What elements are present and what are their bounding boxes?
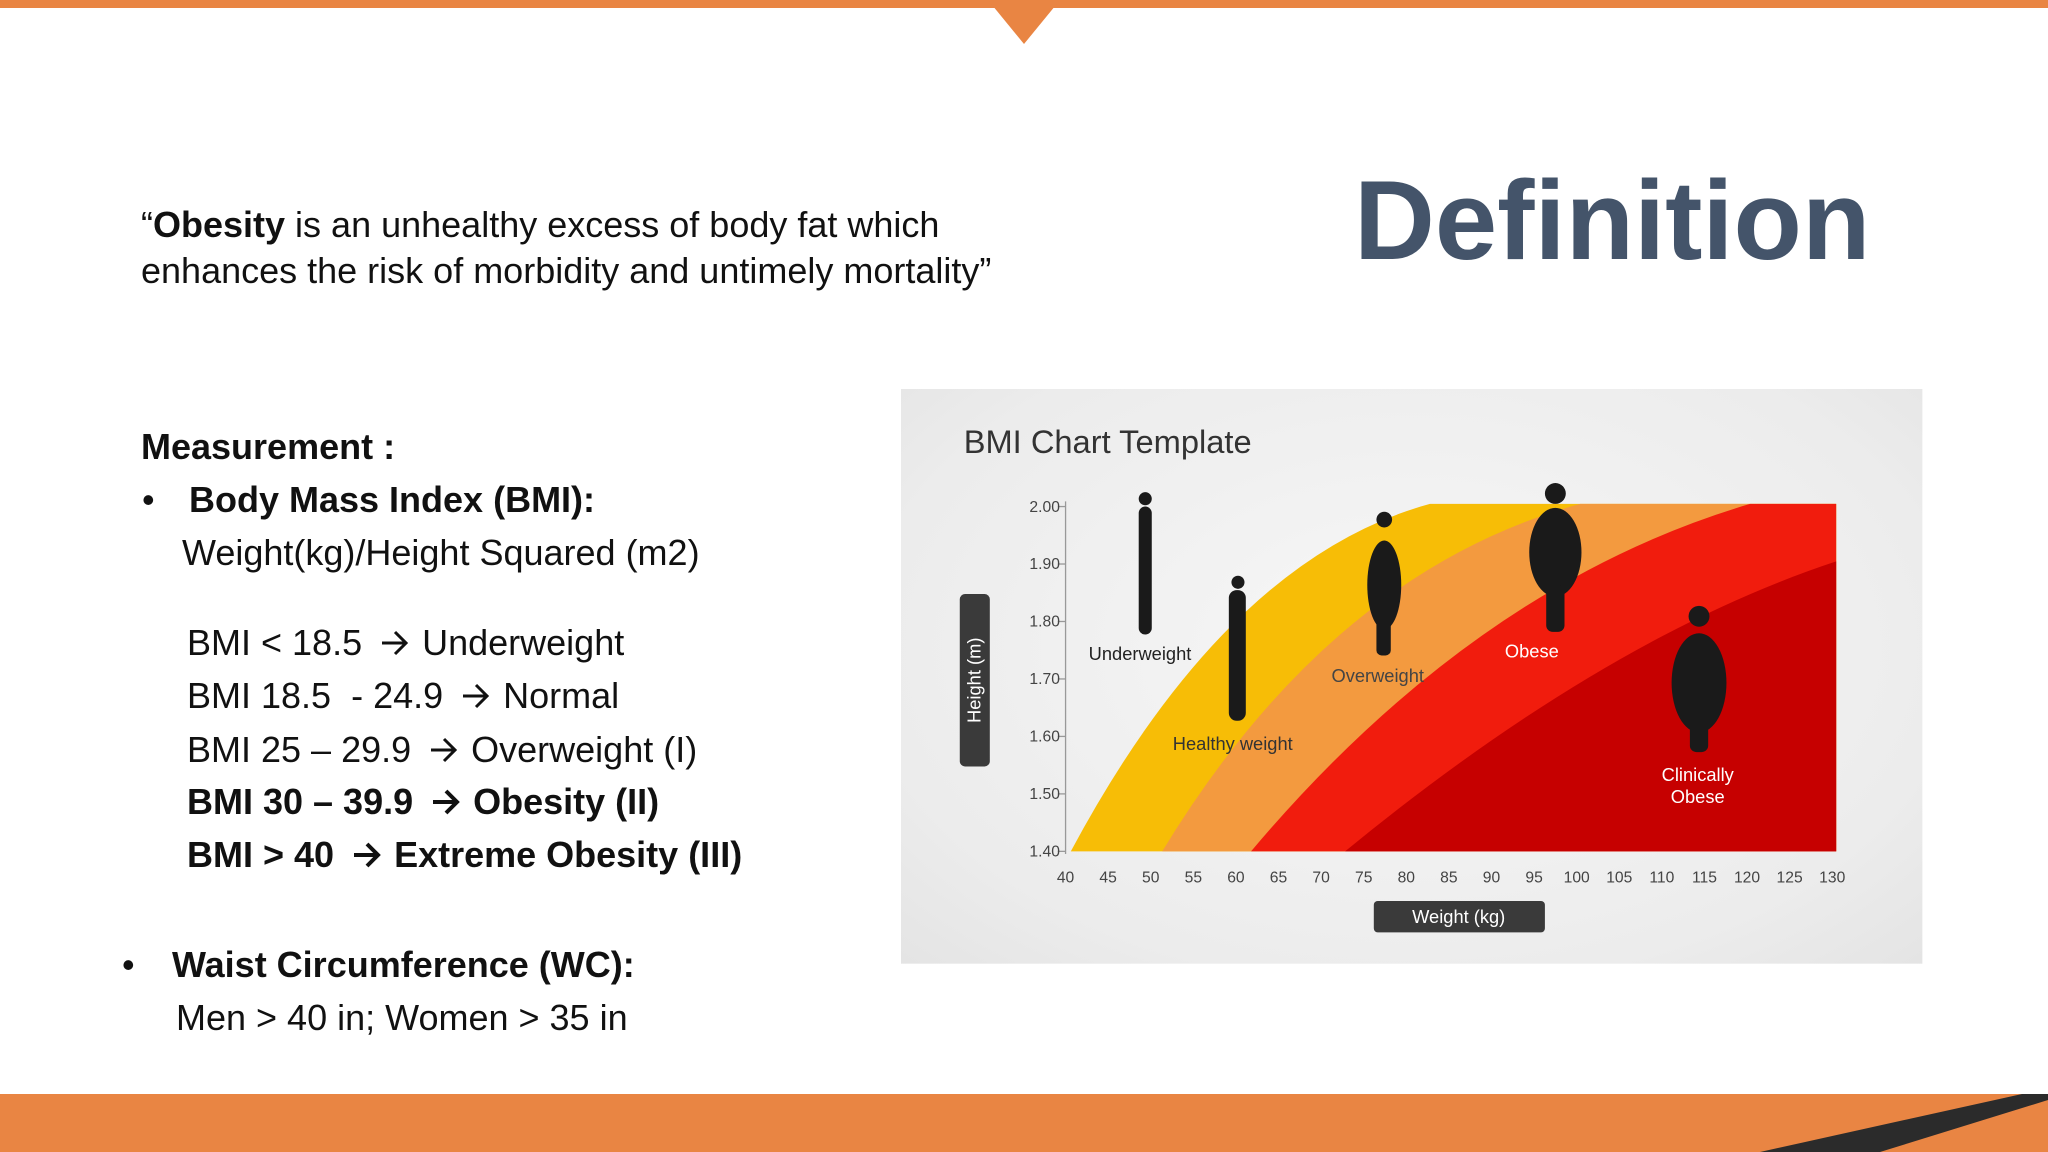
bmi-class: Overweight (I) — [471, 729, 698, 770]
quote-open: “ — [141, 204, 153, 245]
bmi-chart: BMI Chart Template Height (m) Weight (kg… — [901, 389, 1923, 964]
category-label: Underweight — [1088, 643, 1192, 664]
category-label: Healthy weight — [1172, 733, 1293, 755]
quote-term: Obesity — [153, 204, 286, 245]
x-label-pill — [1373, 900, 1545, 933]
top-notch — [988, 0, 1060, 44]
arrow — [382, 630, 409, 656]
y-tick-label: 1.60 — [1029, 727, 1060, 746]
x-tick-label: 60 — [1227, 868, 1245, 887]
x-tick-label: 105 — [1606, 868, 1633, 887]
y-tick-label: 1.50 — [1029, 784, 1060, 804]
bmi-formula: Weight(kg)/Height Squared (m2) — [182, 532, 700, 573]
x-tick-label: 55 — [1184, 868, 1203, 887]
x-tick-label: 85 — [1440, 868, 1458, 887]
arrow — [463, 683, 490, 709]
bmi-class: Normal — [503, 675, 620, 716]
chart-graphic — [959, 483, 1837, 933]
bmi-class: Obesity (II) — [473, 781, 660, 822]
category-label: Obese — [1504, 640, 1559, 662]
waist-criteria: Men > 40 in; Women > 35 in — [176, 997, 628, 1038]
x-tick-label: 125 — [1776, 868, 1803, 887]
bmi-range: BMI > 40 — [187, 834, 335, 875]
arrow — [433, 789, 460, 815]
bmi-class: Underweight — [422, 622, 625, 663]
bmi-heading: Body Mass Index (BMI): — [189, 479, 596, 520]
bmi-range: BMI < 18.5 — [187, 622, 363, 663]
x-tick-label: 70 — [1312, 868, 1330, 887]
chart-title: BMI Chart Template — [963, 424, 1252, 461]
band-dark-red — [1345, 561, 1837, 852]
measurement-heading: Measurement : — [141, 426, 396, 467]
bmi-range-row: BMI 25 – 29.9 Overweight (I) — [187, 729, 697, 771]
bmi-range: BMI 30 – 39.9 — [187, 781, 414, 822]
bmi-range-row: BMI 30 – 39.9 Obesity (II) — [187, 781, 659, 823]
arrow — [354, 842, 381, 868]
slide-title: Definition — [1354, 158, 1871, 283]
x-tick-label: 75 — [1354, 868, 1373, 887]
bottom-accent — [1760, 1094, 2048, 1152]
x-axis-label: Weight (kg) — [1412, 906, 1506, 928]
x-tick-label: 45 — [1099, 868, 1117, 887]
x-tick-label: 115 — [1691, 868, 1717, 887]
y-tick-label: 1.90 — [1029, 554, 1060, 574]
bmi-class: Extreme Obesity (III) — [394, 834, 743, 875]
bottom-bar — [0, 1094, 2048, 1152]
bullet: • — [142, 479, 155, 520]
bmi-range-row: BMI 18.5 - 24.9 Normal — [187, 675, 619, 717]
x-tick-label: 90 — [1482, 868, 1501, 887]
bmi-range: BMI 25 – 29.9 — [187, 729, 412, 770]
y-tick-label: 2.00 — [1029, 497, 1060, 516]
bmi-range-row: BMI > 40 Extreme Obesity (III) — [187, 834, 742, 876]
x-tick-label: 65 — [1269, 868, 1288, 887]
y-label-pill — [959, 594, 990, 767]
definition-quote: “Obesity is an unhealthy excess of body … — [141, 202, 1011, 294]
x-tick-label: 95 — [1525, 868, 1543, 887]
x-tick-label: 130 — [1819, 868, 1846, 887]
y-axis-label: Height (m) — [963, 637, 985, 723]
bmi-range-row: BMI < 18.5 Underweight — [187, 622, 624, 664]
y-tick-label: 1.40 — [1029, 842, 1060, 861]
category-label: Overweight — [1331, 665, 1424, 687]
quote-text: is an unhealthy excess of body fat which… — [141, 204, 992, 291]
x-tick-label: 50 — [1142, 868, 1160, 887]
arrow — [431, 737, 458, 763]
x-tick-label: 40 — [1056, 868, 1075, 887]
x-tick-label: 110 — [1649, 868, 1675, 887]
y-tick-label: 1.70 — [1029, 669, 1060, 689]
y-tick-label: 1.80 — [1029, 612, 1060, 631]
bmi-range: BMI 18.5 - 24.9 — [187, 675, 444, 716]
bullet: • — [122, 944, 135, 985]
x-tick-label: 100 — [1563, 868, 1590, 887]
x-tick-label: 120 — [1733, 868, 1761, 887]
waist-heading: Waist Circumference (WC): — [172, 944, 635, 985]
category-label: Clinically Obese — [1661, 763, 1734, 807]
silhouettes — [1138, 483, 1727, 753]
x-tick-label: 80 — [1397, 868, 1416, 887]
